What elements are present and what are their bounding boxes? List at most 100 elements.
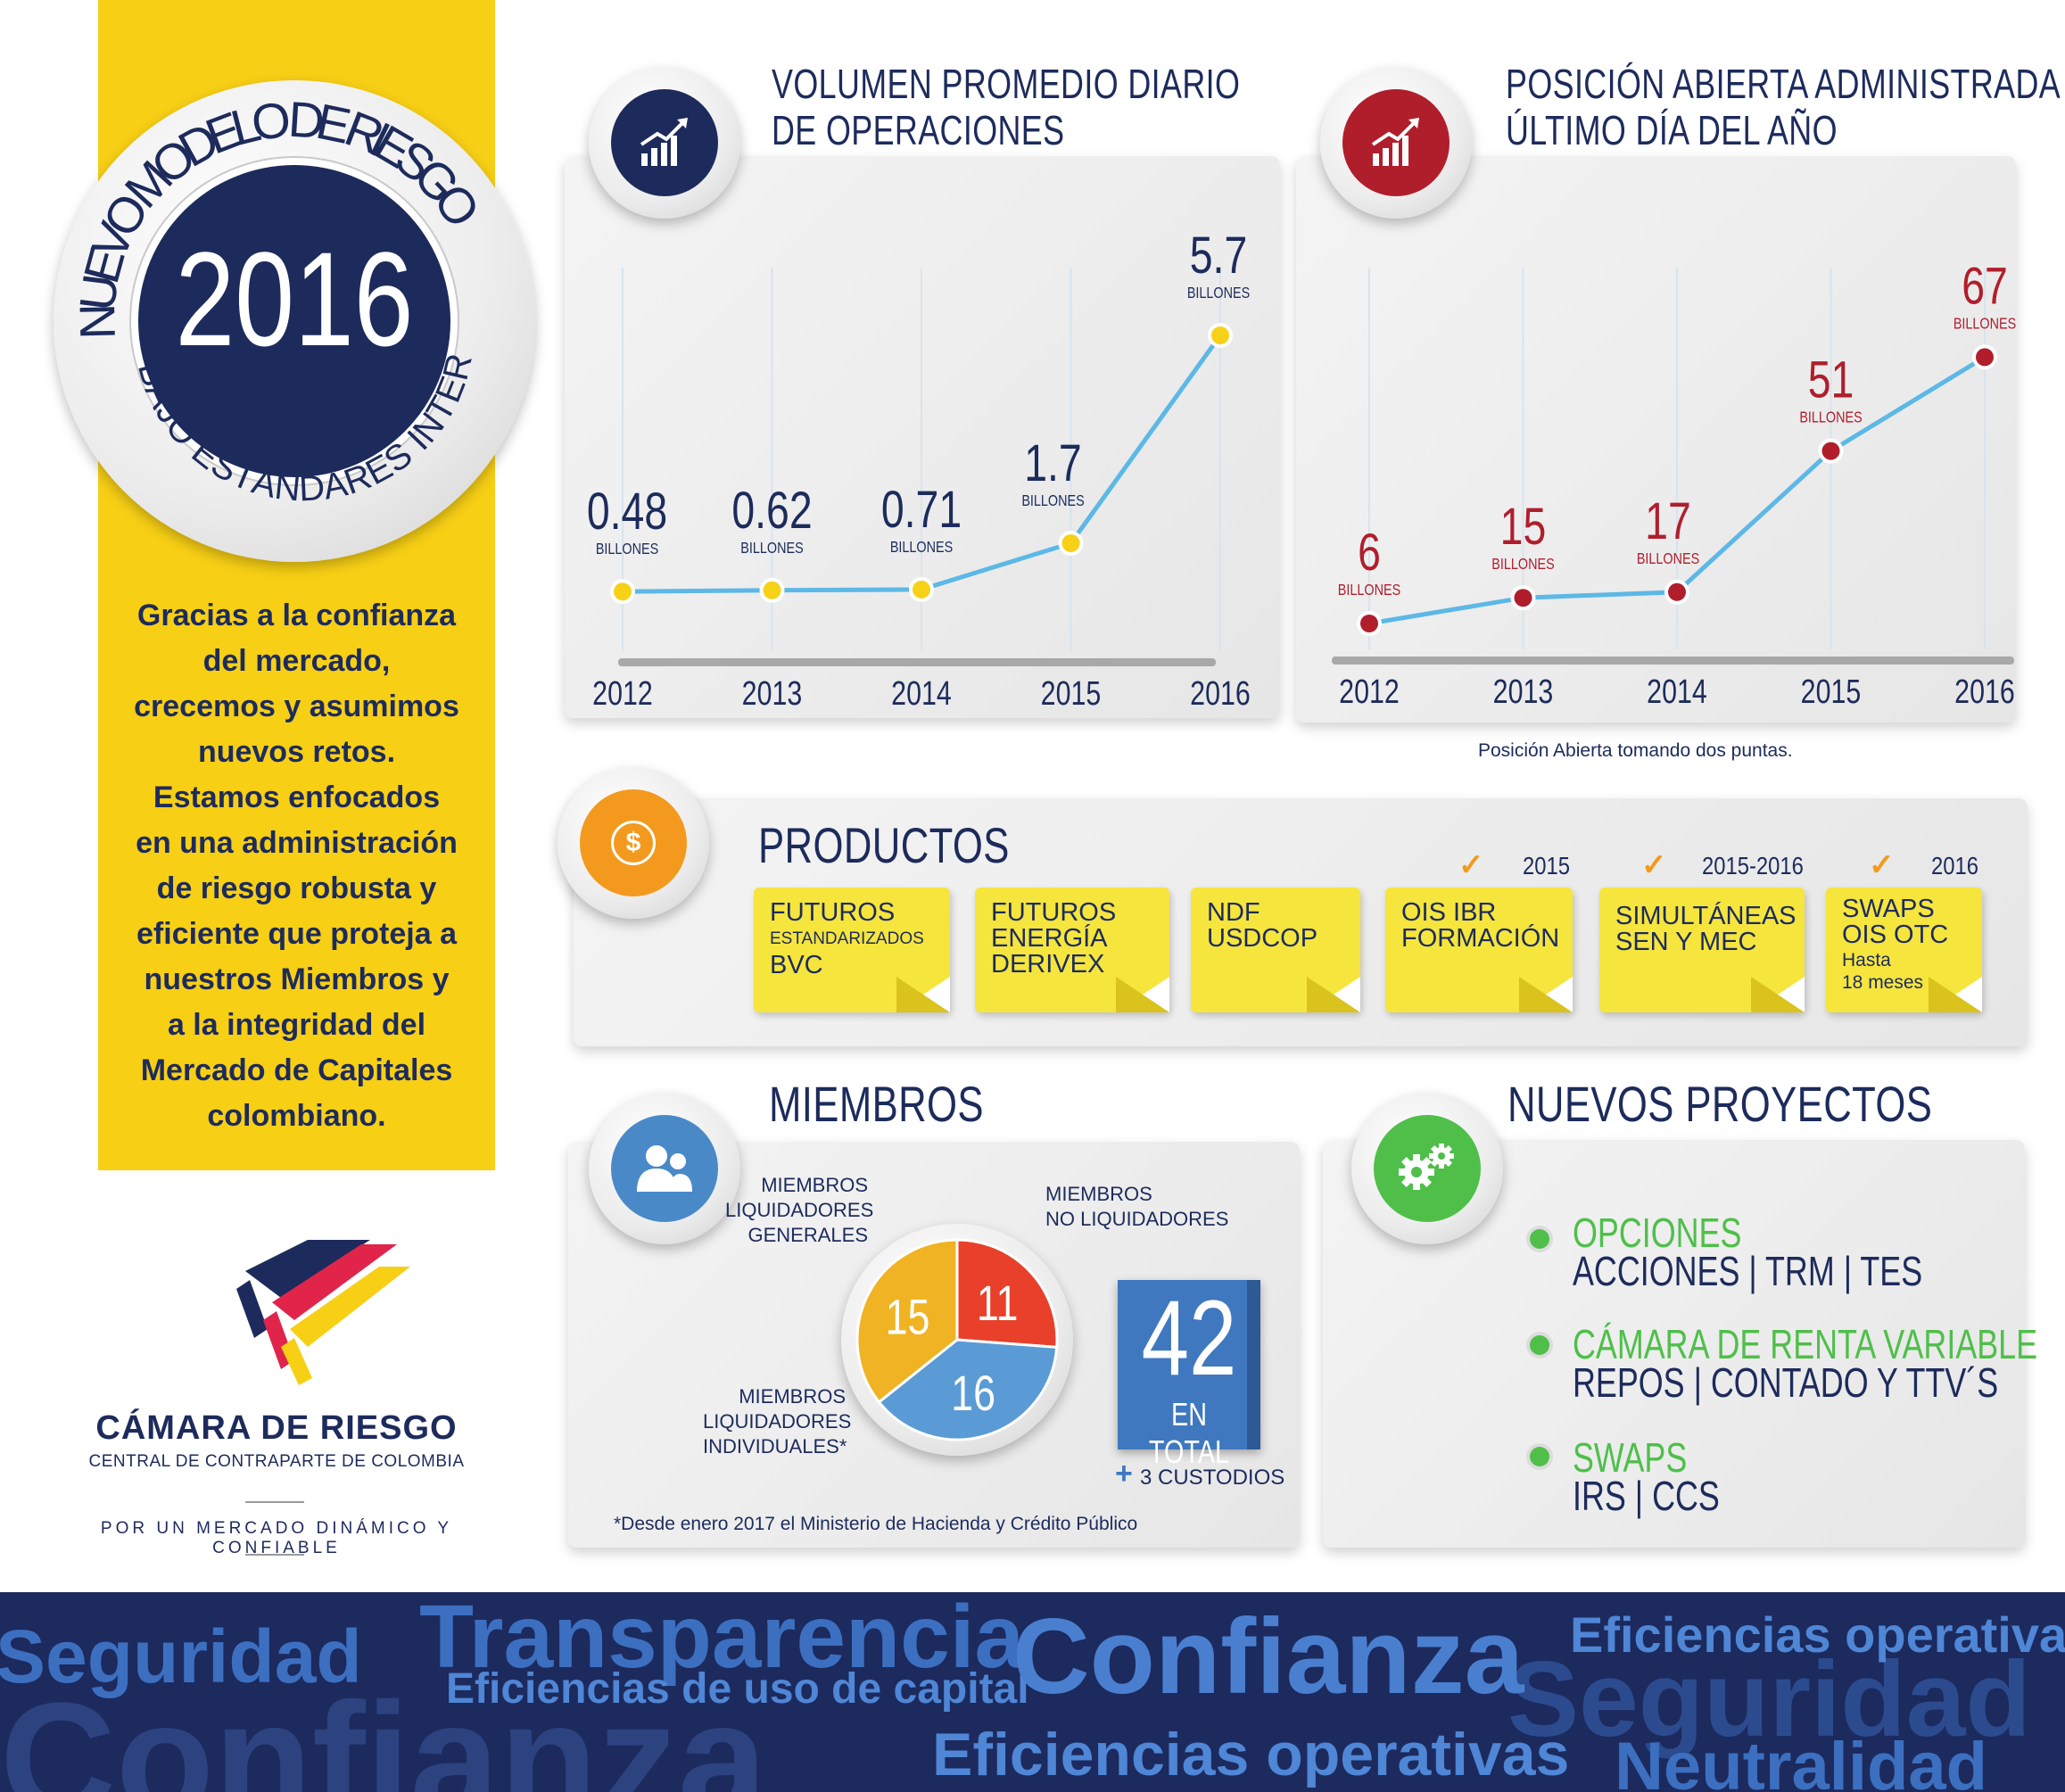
total-badge-fold <box>1247 1280 1260 1449</box>
bullet-icon <box>1530 1447 1549 1466</box>
chart-volumen-title: VOLUMEN PROMEDIO DIARIO DE OPERACIONES <box>772 61 1241 153</box>
total-label: EN TOTAL <box>1148 1396 1230 1470</box>
chart-posicion-footnote: Posición Abierta tomando dos puntas. <box>1478 740 1793 761</box>
data-point <box>913 580 930 599</box>
proyecto-renta-variable: CÁMARA DE RENTA VARIABLE <box>1573 1321 2038 1367</box>
product-note-futuros-bvc: FUTUROS ESTANDARIZADOS BVC <box>754 888 950 1012</box>
seal-ring-text: NUEVO MODELO DE RIESGO BAJO ESTÁNDARES I… <box>54 80 491 508</box>
slogan: POR UN MERCADO DINÁMICO Y CONFIABLE <box>100 1519 453 1557</box>
data-label: 51 <box>1808 351 1854 409</box>
pie-slice-label: 16 <box>951 1365 995 1421</box>
x-tick-label: 2016 <box>1954 673 2015 711</box>
chart-posicion: 6BILLONES201215BILLONES201317BILLONES201… <box>1332 257 2016 711</box>
message-line: nuestros Miembros y <box>144 962 450 996</box>
message-line: de riesgo robusta y <box>156 871 437 905</box>
data-label: 67 <box>1962 257 2008 315</box>
proyecto-opciones: OPCIONES <box>1573 1210 1742 1256</box>
label-liquidadores-generales: MIEMBROS LIQUIDADORES GENERALES <box>725 1174 874 1246</box>
x-tick-label: 2015 <box>1041 675 1102 713</box>
data-point <box>1360 615 1378 632</box>
x-axis-bar <box>1332 657 2014 665</box>
data-unit-label: BILLONES <box>1187 285 1250 302</box>
plus-icon: + <box>1115 1457 1133 1491</box>
data-label: 1.7 <box>1024 434 1082 492</box>
product-note-futuros-derivex: FUTUROS ENERGÍA DERIVEX <box>975 888 1169 1012</box>
label-no-liquidadores: MIEMBROS NO LIQUIDADORES <box>1045 1183 1229 1230</box>
x-tick-label: 2016 <box>1190 675 1251 713</box>
data-unit-label: BILLONES <box>890 538 953 556</box>
bullet-icon <box>1530 1335 1549 1355</box>
pie-slice <box>855 1238 959 1404</box>
product-note-simultaneas: SIMULTÁNEAS SEN Y MEC <box>1599 888 1805 1012</box>
total-badge <box>1118 1280 1260 1449</box>
footer-word: Eficiencias operativas <box>1570 1606 2065 1663</box>
logo-subtitle: CENTRAL DE CONTRAPARTE DE COLOMBIA <box>88 1452 465 1471</box>
message-line: Gracias a la confianza <box>136 599 457 632</box>
data-point <box>1976 348 1994 367</box>
chart-posicion-panel <box>1296 156 2016 723</box>
data-unit-label: BILLONES <box>740 539 803 557</box>
chart-posicion-title: POSICIÓN ABIERTA ADMINISTRADA ÚLTIMO DÍA… <box>1506 61 2061 153</box>
data-unit-label: BILLONES <box>1491 556 1554 574</box>
product-note-swaps: SWAPS OIS OTC Hasta 18 meses <box>1826 888 1982 1012</box>
message-line: crecemos y asumimos <box>134 690 459 723</box>
message-line: eficiente que proteja a <box>136 917 457 951</box>
seal-inner-disc <box>138 165 450 477</box>
data-unit-label: BILLONES <box>596 541 658 558</box>
proyecto-renta-variable-detail: REPOS | CONTADO Y TTV´S <box>1573 1359 1999 1406</box>
data-label: 0.48 <box>587 483 667 541</box>
year-seal: NUEVO MODELO DE RIESGO BAJO ESTÁNDARES I… <box>54 80 535 562</box>
users-icon <box>637 1145 692 1192</box>
data-point <box>1061 534 1080 552</box>
x-tick-label: 2013 <box>742 675 803 713</box>
x-tick-label: 2014 <box>1647 673 1707 711</box>
bullet-icon <box>1530 1229 1549 1249</box>
message-line: a la integridad del <box>167 1008 426 1042</box>
pie-slice-label: 15 <box>886 1288 930 1344</box>
miembros-title: MIEMBROS <box>769 1076 984 1132</box>
data-point <box>1211 326 1229 344</box>
proyecto-swaps: SWAPS <box>1573 1434 1688 1481</box>
message-line: Mercado de Capitales <box>140 1053 453 1087</box>
data-label: 0.71 <box>881 481 962 539</box>
pie-slice-label: 11 <box>977 1275 1019 1331</box>
data-label: 0.62 <box>731 482 812 540</box>
divider <box>245 1554 304 1556</box>
data-unit-label: BILLONES <box>1637 549 1699 567</box>
data-point <box>1821 442 1840 460</box>
proyecto-opciones-detail: ACCIONES | TRM | TES <box>1573 1248 1923 1294</box>
seal-year: 2016 <box>175 224 414 374</box>
proyectos-title: NUEVOS PROYECTOS <box>1507 1076 1933 1132</box>
data-label: 15 <box>1500 498 1547 556</box>
data-unit-label: BILLONES <box>1338 582 1400 599</box>
dollar-coin-icon: $ <box>611 821 656 865</box>
footer-word: Confianza <box>1012 1597 1524 1716</box>
data-label: 5.7 <box>1190 227 1248 285</box>
pie-slice <box>877 1338 1059 1441</box>
data-unit-label: BILLONES <box>1953 315 2016 333</box>
footer-word-cloud: Confianza Seguridad Seguridad Transparen… <box>0 1592 2065 1792</box>
growth-chart-icon <box>1371 118 1419 166</box>
year-tag-2015-2016: 2015-2016 <box>1702 852 1804 879</box>
x-tick-label: 2013 <box>1493 673 1554 711</box>
gears-icon <box>1399 1144 1454 1190</box>
chart-volumen: 0.48BILLONES20120.62BILLONES20130.71BILL… <box>587 227 1251 713</box>
product-note-ndf: NDF USDCOP <box>1191 888 1360 1012</box>
footer-word: Seguridad <box>0 1614 362 1698</box>
x-tick-label: 2012 <box>1339 673 1400 711</box>
data-point <box>614 582 632 601</box>
proyecto-swaps-detail: IRS | CCS <box>1573 1473 1720 1519</box>
pie-slice <box>955 1238 1059 1349</box>
check-icon: ✓ <box>1641 848 1667 882</box>
footer-word: Transparencia <box>419 1592 1025 1687</box>
data-unit-label: BILLONES <box>1021 492 1084 510</box>
miembros-footnote: *Desde enero 2017 el Ministerio de Hacie… <box>614 1514 1138 1534</box>
custodios-label: 3 CUSTODIOS <box>1140 1466 1285 1490</box>
check-icon: ✓ <box>1458 848 1484 882</box>
x-tick-label: 2014 <box>891 675 952 713</box>
year-tag-2016: 2016 <box>1931 852 1978 879</box>
camara-logo-mark <box>236 1240 410 1385</box>
year-tag-2015: 2015 <box>1523 852 1570 879</box>
growth-chart-icon <box>640 118 688 166</box>
data-label: 17 <box>1645 492 1691 550</box>
